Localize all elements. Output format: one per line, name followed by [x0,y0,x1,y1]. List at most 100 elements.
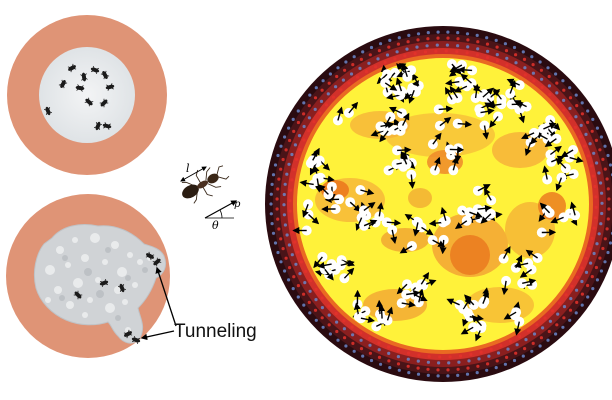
wall-particle [495,59,499,63]
agent [395,77,407,97]
wall-particle [600,201,604,205]
wall-particle [580,112,585,116]
wall-particle [591,287,595,291]
wall-particle [599,181,603,185]
wall-particle [457,360,461,364]
wall-particle [320,306,324,310]
agent [433,104,454,115]
wall-particle [503,42,507,46]
agent-heading-arrow [408,89,415,104]
wall-particle [298,148,302,152]
wall-particle [288,266,292,270]
wall-particle [275,197,279,201]
wall-particle [320,316,324,320]
wall-particle [276,217,280,221]
wall-particle [584,132,588,136]
ant-orientation-diagram: l p θ [180,162,241,232]
wall-particle [303,281,307,285]
wall-particle [351,341,355,345]
agent-heading-arrow [384,82,398,91]
agent [302,199,314,218]
wall-particles [269,30,612,378]
agent [501,275,512,296]
agent-heading-arrow [509,79,516,94]
wall-particle [543,316,547,320]
agent [397,112,410,131]
agent-heading-arrow [549,145,562,156]
agent-heading-arrow [482,290,489,304]
wall-particle [595,242,599,246]
wall-particle [521,50,525,54]
wall-particle [531,63,535,67]
agent-heading-arrow [432,132,442,145]
agent-heading-arrow [502,245,511,259]
wall-particle [554,72,558,76]
wall-particle [562,88,566,92]
agent-heading-arrow [399,245,413,254]
agent-heading-arrow [473,83,481,99]
agent-heading-arrow [376,202,384,217]
wall-particle [568,86,572,90]
wall-particle [506,347,510,351]
wall-particle [591,117,595,121]
agent [513,258,534,269]
wall-particle [434,49,438,53]
wall-particle [606,187,610,191]
agent-heading-arrow [460,73,472,84]
wall-particle [584,270,589,274]
wall-particle [444,49,448,53]
wall-particle [595,161,599,165]
wall-particle [556,312,560,316]
wall-particle [416,38,420,42]
wall-particle [341,78,345,82]
wall-particle [413,52,417,56]
wall-particle [456,373,460,377]
wall-particle [603,260,607,264]
wall-particle [403,54,407,58]
agent [355,313,375,324]
wall-particle [436,30,440,34]
agent [517,278,537,289]
wall-particle [342,319,346,323]
wall-particle [377,348,381,352]
wall-particle [594,265,599,270]
agent-heading-arrow [363,201,376,211]
agent-heading-arrow [299,179,314,187]
agent-heading-arrow [513,100,527,108]
agent [477,87,494,103]
agent-heading-arrow [363,219,378,227]
agent-heading-arrow [462,297,472,310]
wall-particle [282,213,286,217]
agent [317,259,337,270]
wall-particle [379,42,383,46]
agent-heading-arrow [360,188,375,196]
wall-particle [281,247,285,251]
agent-heading-arrow [390,229,398,244]
wall-particle [292,168,296,172]
wall-particle [505,56,509,60]
wall-particle [458,354,463,358]
agent-heading-arrow [482,87,494,98]
wall-particle [476,364,480,368]
agent-heading-arrow [439,116,452,127]
wall-particle [302,303,306,307]
agent-heading-arrow [421,226,434,236]
wall-particle [336,66,340,70]
soil-shading [59,247,148,321]
wall-particle [287,126,291,130]
pointer-lower [140,330,175,341]
wall-particle [347,81,351,85]
wall-particle [377,341,381,345]
agent-heading-arrow [348,101,359,114]
wall-particle [605,177,609,181]
wall-particle [456,44,460,48]
agent-heading-arrow [397,146,412,154]
wall-particle [590,236,594,240]
wall-particle [287,278,291,282]
wall-particle [446,36,450,40]
agent [345,197,361,212]
wall-particle [416,372,421,376]
agent [521,127,540,140]
wall-particle [514,61,518,65]
agent [498,245,511,264]
